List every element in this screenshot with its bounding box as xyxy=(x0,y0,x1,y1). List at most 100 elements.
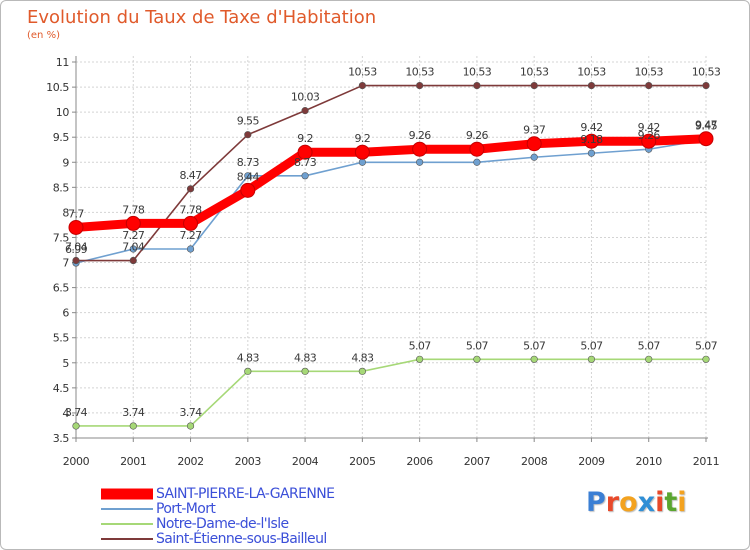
x-tick-label: 2008 xyxy=(521,455,548,468)
data-label-saint-etienne-sous-bailleul: 7.04 xyxy=(65,241,88,254)
legend-label-notre-dame-de-l-isle: Notre-Dame-de-l'Isle xyxy=(156,516,289,532)
data-point-saint-etienne-sous-bailleul xyxy=(358,81,366,90)
series-line-notre-dame-de-l-isle xyxy=(75,358,707,427)
data-point-saint-etienne-sous-bailleul xyxy=(702,81,710,90)
data-point-notre-dame-de-l-isle xyxy=(587,355,596,363)
x-tick-label: 2011 xyxy=(693,455,719,468)
data-point-port-mort xyxy=(186,245,195,253)
x-tick-label: 2009 xyxy=(578,455,605,468)
y-tick-label: 10 xyxy=(56,106,70,119)
data-label-saint-etienne-sous-bailleul: 8.47 xyxy=(179,169,202,182)
y-tick-label: 9.5 xyxy=(53,131,70,144)
data-point-notre-dame-de-l-isle xyxy=(530,355,538,363)
data-label-saint-pierre-la-garenne: 8.44 xyxy=(237,170,260,183)
logo-letter: x xyxy=(637,487,656,518)
logo-letter: t xyxy=(664,487,678,518)
data-point-port-mort xyxy=(129,245,137,253)
data-point-port-mort xyxy=(587,149,596,157)
data-label-notre-dame-de-l-isle: 3.74 xyxy=(122,406,145,419)
y-tick-label: 9 xyxy=(62,156,69,169)
data-label-port-mort: 9.45 xyxy=(695,120,718,133)
y-tick-label: 4.5 xyxy=(53,382,70,395)
data-point-notre-dame-de-l-isle xyxy=(186,422,195,430)
data-point-port-mort xyxy=(416,158,424,166)
data-point-saint-etienne-sous-bailleul xyxy=(186,185,195,193)
data-label-saint-pierre-la-garenne: 7.7 xyxy=(68,207,84,220)
data-point-saint-pierre-la-garenne xyxy=(354,144,370,160)
y-tick-label: 8 xyxy=(62,206,69,219)
data-label-notre-dame-de-l-isle: 4.83 xyxy=(351,351,374,364)
proxiti-logo: Proxiti xyxy=(586,487,687,518)
data-label-notre-dame-de-l-isle: 5.07 xyxy=(409,339,432,352)
data-point-saint-etienne-sous-bailleul xyxy=(72,256,80,265)
data-label-saint-pierre-la-garenne: 9.37 xyxy=(523,124,546,137)
data-label-saint-etienne-sous-bailleul: 7.04 xyxy=(122,241,145,254)
data-label-saint-etienne-sous-bailleul: 10.53 xyxy=(577,66,606,79)
data-label-saint-pierre-la-garenne: 9.2 xyxy=(297,132,313,145)
data-label-notre-dame-de-l-isle: 4.83 xyxy=(237,351,260,364)
legend-swatch-notre-dame-de-l-isle xyxy=(101,523,153,525)
legend-label-port-mort: Port-Mort xyxy=(156,501,216,517)
data-label-saint-etienne-sous-bailleul: 10.53 xyxy=(520,66,549,79)
x-tick-label: 2004 xyxy=(292,455,319,468)
data-point-notre-dame-de-l-isle xyxy=(473,355,481,363)
data-label-saint-pierre-la-garenne: 9.42 xyxy=(638,121,660,134)
data-label-port-mort: 9.18 xyxy=(580,133,603,146)
data-label-saint-etienne-sous-bailleul: 10.53 xyxy=(405,66,434,79)
data-label-saint-etienne-sous-bailleul: 10.53 xyxy=(692,66,721,79)
y-tick-label: 10.5 xyxy=(46,81,69,94)
y-tick-label: 4 xyxy=(62,407,69,420)
x-tick-label: 2001 xyxy=(120,455,146,468)
x-tick-label: 2002 xyxy=(177,455,203,468)
series-line-port-mort xyxy=(75,138,707,264)
y-tick-label: 6 xyxy=(62,307,69,320)
logo-letter: i xyxy=(677,487,687,518)
logo-letter: o xyxy=(619,487,638,518)
legend-swatch-port-mort xyxy=(101,508,153,510)
data-label-notre-dame-de-l-isle: 5.07 xyxy=(580,339,603,352)
data-label-saint-etienne-sous-bailleul: 10.03 xyxy=(291,91,320,104)
data-point-saint-pierre-la-garenne xyxy=(583,133,599,149)
data-label-saint-pierre-la-garenne: 7.78 xyxy=(179,203,202,216)
data-point-saint-pierre-la-garenne xyxy=(469,141,485,157)
data-label-notre-dame-de-l-isle: 5.07 xyxy=(523,339,546,352)
data-label-saint-etienne-sous-bailleul: 10.53 xyxy=(348,66,377,79)
data-label-port-mort: 9.26 xyxy=(638,129,661,142)
data-point-saint-etienne-sous-bailleul xyxy=(129,256,137,265)
legend-label-saint-etienne-sous-bailleul: Saint-Étienne-sous-Bailleul xyxy=(156,531,327,547)
data-label-port-mort: 6.99 xyxy=(65,243,88,256)
data-label-notre-dame-de-l-isle: 3.74 xyxy=(65,406,88,419)
data-point-saint-etienne-sous-bailleul xyxy=(416,81,424,90)
data-label-notre-dame-de-l-isle: 5.07 xyxy=(466,339,489,352)
data-label-notre-dame-de-l-isle: 4.83 xyxy=(294,351,317,364)
data-point-saint-etienne-sous-bailleul xyxy=(530,81,538,90)
data-point-saint-pierre-la-garenne xyxy=(412,141,428,157)
data-point-port-mort xyxy=(358,158,366,166)
data-label-notre-dame-de-l-isle: 5.07 xyxy=(695,339,718,352)
series-line-saint-pierre-la-garenne xyxy=(71,134,711,232)
data-label-saint-pierre-la-garenne: 9.26 xyxy=(466,129,489,142)
data-point-notre-dame-de-l-isle xyxy=(129,422,137,430)
data-point-port-mort xyxy=(301,172,309,180)
data-label-saint-etienne-sous-bailleul: 10.53 xyxy=(463,66,492,79)
data-point-notre-dame-de-l-isle xyxy=(358,367,366,375)
data-point-saint-pierre-la-garenne xyxy=(183,215,199,231)
data-point-notre-dame-de-l-isle xyxy=(301,367,309,375)
y-tick-label: 11 xyxy=(56,56,69,69)
data-label-saint-pierre-la-garenne: 7.78 xyxy=(122,203,145,216)
logo-letter: P xyxy=(586,487,606,518)
x-tick-label: 2006 xyxy=(406,455,433,468)
legend-label-saint-pierre-la-garenne: SAINT-PIERRE-LA-GARENNE xyxy=(156,486,335,502)
data-label-saint-pierre-la-garenne: 9.2 xyxy=(355,132,371,145)
legend-swatch-saint-pierre-la-garenne xyxy=(101,488,153,500)
data-label-saint-pierre-la-garenne: 9.26 xyxy=(409,129,432,142)
data-point-saint-pierre-la-garenne xyxy=(526,136,542,152)
data-label-port-mort: 8.73 xyxy=(294,156,317,169)
data-point-saint-etienne-sous-bailleul xyxy=(473,81,481,90)
data-point-saint-pierre-la-garenne xyxy=(125,215,141,231)
data-point-saint-pierre-la-garenne xyxy=(68,219,84,235)
y-tick-label: 5 xyxy=(62,357,69,370)
data-point-notre-dame-de-l-isle xyxy=(645,355,653,363)
